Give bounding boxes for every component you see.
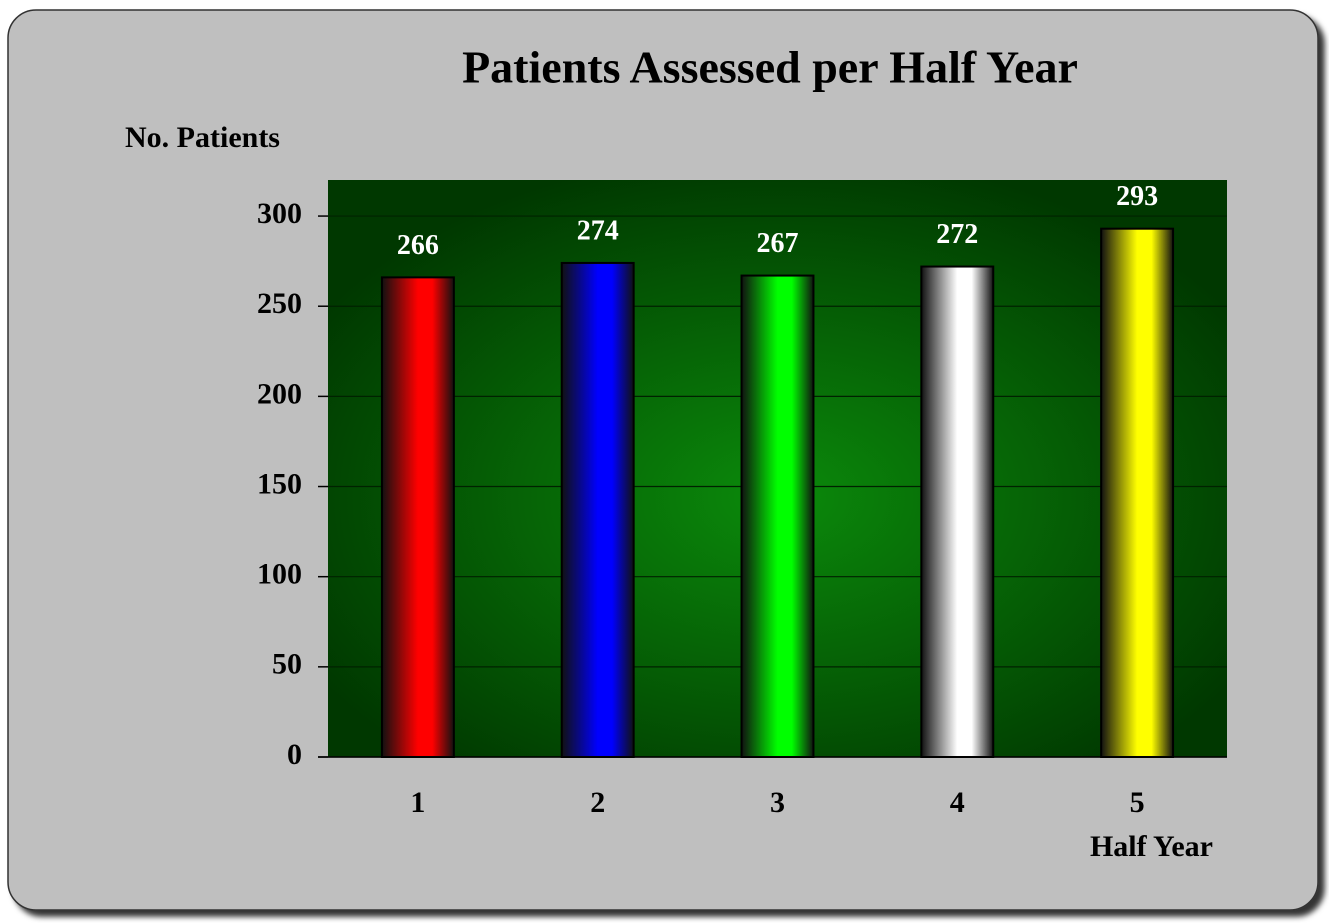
data-label: 272 xyxy=(936,219,978,250)
x-axis-label: Half Year xyxy=(1090,830,1213,863)
bar xyxy=(740,274,815,758)
y-tick-label: 200 xyxy=(257,377,302,410)
bar xyxy=(1100,227,1175,758)
y-tick-label: 100 xyxy=(257,558,302,591)
y-tick-label: 300 xyxy=(257,197,302,230)
data-label: 267 xyxy=(757,228,799,259)
chart-title: Patients Assessed per Half Year xyxy=(462,42,1078,93)
y-tick-label: 0 xyxy=(287,738,302,771)
data-label: 266 xyxy=(397,230,439,261)
bar xyxy=(380,276,455,758)
x-tick-label: 2 xyxy=(590,786,605,819)
data-label: 274 xyxy=(577,215,619,246)
data-label: 293 xyxy=(1116,181,1158,212)
bar xyxy=(560,261,635,758)
y-tick-label: 150 xyxy=(257,467,302,500)
x-tick-label: 3 xyxy=(770,786,785,819)
x-tick-label: 1 xyxy=(410,786,425,819)
y-axis-label: No. Patients xyxy=(125,121,280,154)
x-tick-label: 4 xyxy=(950,786,965,819)
y-tick-label: 250 xyxy=(257,287,302,320)
y-tick-label: 50 xyxy=(272,648,302,681)
x-tick-label: 5 xyxy=(1130,786,1145,819)
bar xyxy=(920,265,995,758)
